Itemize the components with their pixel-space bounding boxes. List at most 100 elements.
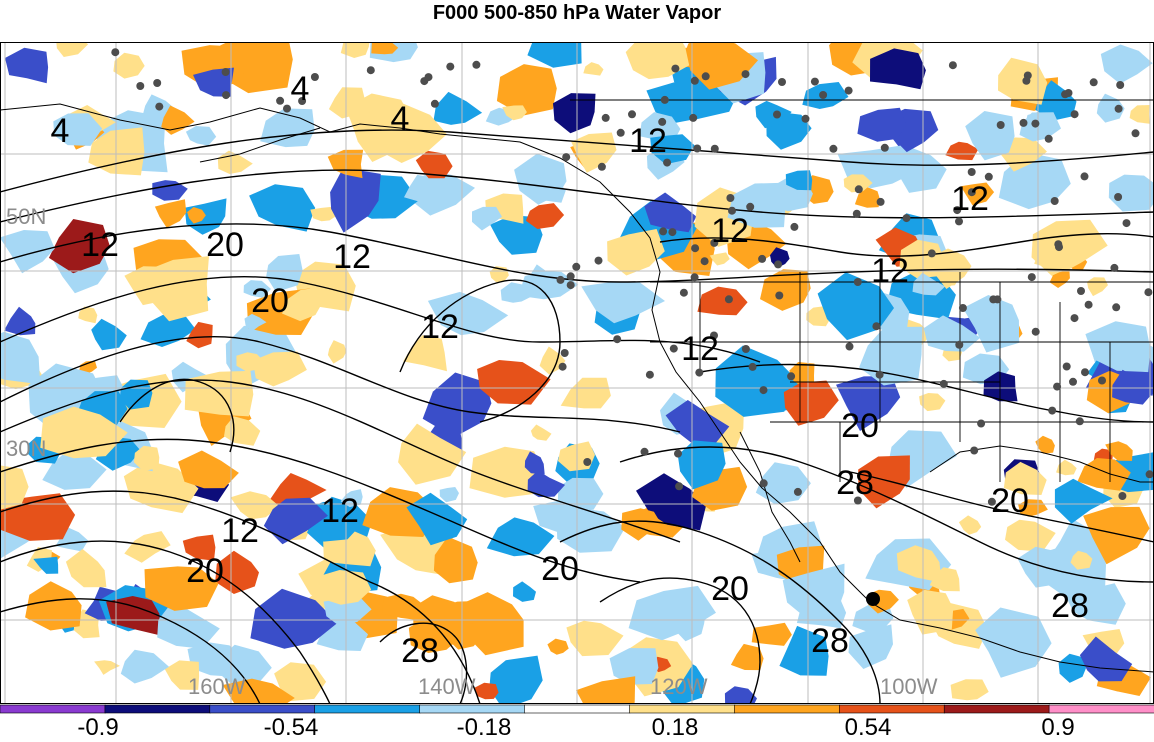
anomaly-patch	[187, 207, 206, 224]
station-dot	[854, 185, 863, 194]
anomaly-patch	[433, 536, 478, 584]
station-dot	[829, 144, 838, 153]
anomaly-patch	[53, 113, 103, 146]
station-dot	[310, 73, 319, 81]
anomaly-patch	[373, 102, 447, 163]
anomaly-patch	[848, 624, 893, 669]
contour-label: 28	[836, 464, 874, 502]
station-dot	[562, 153, 571, 162]
anomaly-patch	[187, 642, 242, 677]
anomaly-patch	[724, 686, 757, 704]
station-dot	[1089, 78, 1098, 87]
station-dot	[594, 256, 603, 265]
station-dot	[989, 295, 998, 304]
colorbar-swatch	[419, 704, 526, 714]
anomaly-patch	[843, 174, 873, 193]
colorbar-swatch	[734, 704, 841, 714]
anomaly-patch	[1100, 44, 1153, 84]
lon-label-120w: 120W	[650, 674, 708, 699]
station-dot	[221, 68, 230, 76]
anomaly-patch	[958, 515, 982, 535]
contour-line	[0, 335, 681, 433]
station-dot	[967, 188, 976, 197]
station-dots-layer	[111, 48, 1154, 506]
station-dot	[819, 91, 828, 99]
colorbar-swatch	[838, 704, 945, 714]
contour-line	[659, 233, 1154, 257]
station-dot	[153, 79, 162, 87]
station-dot	[658, 117, 667, 126]
anomaly-patch	[502, 105, 527, 121]
station-dot	[669, 344, 678, 353]
anomaly-fill-layer	[0, 42, 1154, 704]
station-dot	[758, 254, 767, 263]
contour-line	[119, 378, 235, 453]
anomaly-patch	[413, 595, 476, 637]
anomaly-patch	[489, 655, 543, 704]
contour-line	[399, 279, 561, 423]
station-dot	[741, 70, 750, 79]
anomaly-patch	[962, 295, 1020, 353]
station-dot	[1114, 193, 1123, 201]
anomaly-patch	[566, 620, 624, 657]
anomaly-patch	[1003, 461, 1047, 495]
anomaly-patch	[144, 473, 169, 495]
lat-label-50n: 50N	[6, 204, 46, 229]
coastline	[0, 103, 1154, 673]
contour-line	[559, 520, 881, 704]
station-dot	[880, 143, 889, 152]
station-dot	[844, 86, 853, 95]
station-dot	[446, 62, 455, 71]
anomaly-patch	[547, 638, 569, 655]
anomaly-patch	[144, 566, 219, 611]
colorbar-swatch	[314, 704, 421, 714]
station-dot	[136, 82, 145, 90]
anomaly-patch	[1070, 550, 1093, 570]
station-dot	[690, 76, 699, 85]
station-dot	[955, 340, 964, 349]
anomaly-patch	[182, 534, 216, 561]
anomaly-patch	[490, 215, 543, 255]
station-dot	[741, 345, 750, 353]
station-dot	[984, 172, 993, 181]
station-dot	[1114, 104, 1123, 113]
station-dot	[283, 104, 291, 113]
station-dot	[710, 144, 719, 153]
anomaly-patch	[496, 64, 557, 116]
lon-label-100w: 100W	[880, 674, 938, 699]
anomaly-patch	[403, 335, 447, 372]
contour-label: 12	[421, 308, 459, 346]
colorbar-swatch	[104, 704, 211, 714]
colorbar-swatch	[943, 704, 1050, 714]
station-dot	[987, 497, 996, 506]
anomaly-patch	[1056, 459, 1077, 476]
anomaly-patch	[0, 493, 76, 541]
station-dot	[556, 275, 565, 284]
anomaly-patch	[415, 150, 453, 179]
anomaly-patch	[751, 622, 792, 646]
anomaly-patch	[782, 563, 845, 619]
station-dot	[671, 64, 680, 73]
anomaly-patch	[857, 107, 907, 142]
station-dot	[597, 162, 606, 171]
anomaly-patch	[186, 321, 213, 349]
anomaly-patch	[527, 470, 566, 498]
anomaly-patch	[439, 487, 459, 503]
station-dot	[778, 78, 786, 86]
station-dot	[1050, 197, 1059, 205]
lon-label-140w: 140W	[418, 674, 476, 699]
anomaly-patch	[674, 607, 707, 642]
contour-label: 4	[51, 112, 70, 150]
anomaly-patch	[250, 588, 338, 649]
station-dot	[787, 372, 796, 381]
anomaly-patch	[553, 93, 596, 134]
station-dot	[852, 209, 861, 218]
anomaly-patch	[340, 42, 370, 58]
station-dot	[111, 48, 120, 57]
anomaly-patch	[65, 549, 107, 588]
anomaly-patch	[327, 340, 347, 364]
contour-label: 20	[251, 282, 289, 320]
station-dot	[1077, 287, 1085, 295]
station-dot	[560, 349, 569, 357]
anomaly-patch	[1058, 653, 1086, 683]
